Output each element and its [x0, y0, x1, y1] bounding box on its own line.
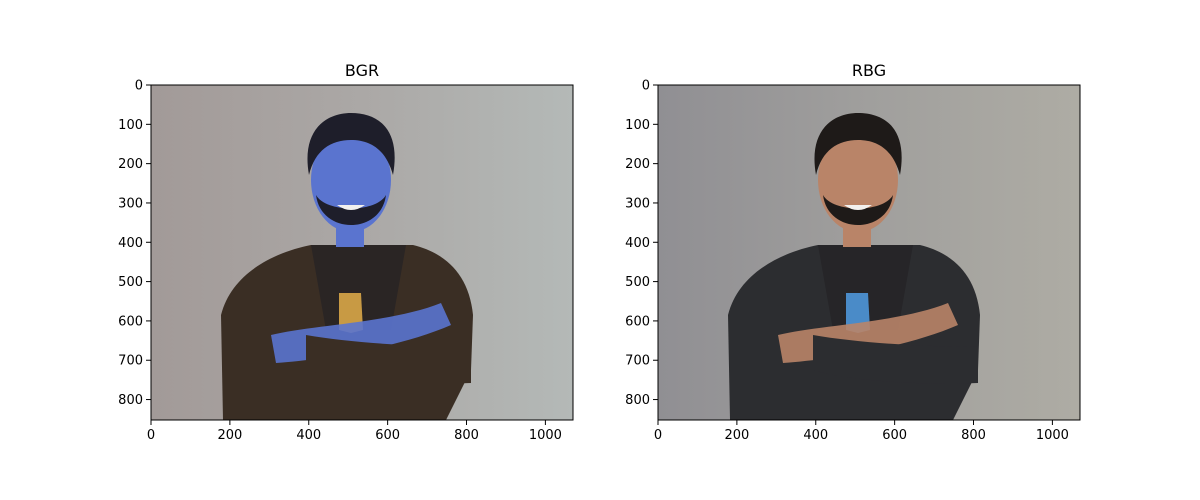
x-tick-label: 600 — [882, 428, 907, 443]
x-tick-label: 400 — [803, 428, 828, 443]
x-tick-label: 600 — [375, 428, 400, 443]
teeth — [844, 205, 872, 210]
y-tick-label: 0 — [135, 79, 143, 94]
y-tick-label: 800 — [625, 393, 650, 408]
x-tick-label: 1000 — [529, 428, 562, 443]
y-tick-label: 0 — [642, 79, 650, 94]
hair — [814, 113, 902, 175]
panel-title: BGR — [345, 61, 379, 80]
y-tick-label: 800 — [118, 393, 143, 408]
x-tick-label: 0 — [654, 428, 662, 443]
y-tick-label: 100 — [118, 118, 143, 133]
panel-1: BGR 0 200 400 600 800 1000 0 100 200 300 400 500 600 7… — [118, 61, 574, 443]
y-tick-label: 400 — [118, 236, 143, 251]
axes-frame — [150, 84, 574, 421]
y-tick-label: 700 — [625, 354, 650, 369]
y-tick-label: 300 — [625, 196, 650, 211]
photo-bgr-channel-swapped-photo — [151, 85, 573, 420]
y-tick-label: 100 — [625, 118, 650, 133]
panel-title: RBG — [852, 61, 886, 80]
y-tick-label: 600 — [118, 314, 143, 329]
x-tick-label: 1000 — [1036, 428, 1069, 443]
x-tick-label: 200 — [724, 428, 749, 443]
y-tick-label: 500 — [118, 275, 143, 290]
x-tick-label: 800 — [961, 428, 986, 443]
photo-rgb-photo — [658, 85, 1080, 420]
arm-sleeve — [306, 335, 471, 384]
x-tick-label: 400 — [296, 428, 321, 443]
y-tick-label: 200 — [118, 157, 143, 172]
y-tick-label: 300 — [118, 196, 143, 211]
hair — [307, 113, 395, 175]
shirt — [818, 245, 913, 330]
shirt — [311, 245, 406, 330]
x-tick-label: 800 — [454, 428, 479, 443]
y-tick-label: 600 — [625, 314, 650, 329]
y-tick-label: 400 — [625, 236, 650, 251]
panel-2: RBG 0 200 400 600 800 1000 0 100 200 300 400 500 600 7… — [625, 61, 1081, 443]
y-tick-label: 700 — [118, 354, 143, 369]
y-tick-label: 200 — [625, 157, 650, 172]
y-tick-label: 500 — [625, 275, 650, 290]
teeth — [337, 205, 365, 210]
x-tick-label: 0 — [147, 428, 155, 443]
x-tick-label: 200 — [217, 428, 242, 443]
arm-sleeve — [813, 335, 978, 384]
axes-frame — [657, 84, 1081, 421]
